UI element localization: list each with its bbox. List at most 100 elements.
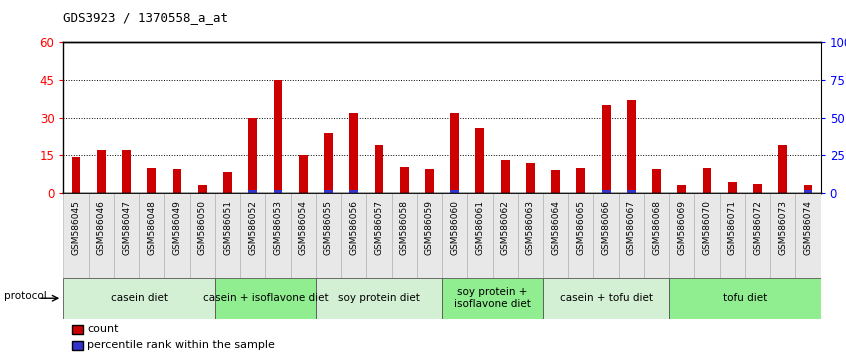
Bar	[173, 169, 181, 193]
Text: GSM586045: GSM586045	[72, 200, 80, 255]
Text: GSM586053: GSM586053	[273, 200, 283, 255]
Bar	[501, 160, 509, 193]
Text: GSM586062: GSM586062	[501, 200, 509, 255]
Text: GSM586069: GSM586069	[678, 200, 686, 255]
FancyBboxPatch shape	[63, 278, 215, 319]
Bar	[97, 150, 106, 193]
Text: GSM586066: GSM586066	[602, 200, 611, 255]
FancyBboxPatch shape	[442, 193, 467, 278]
Bar	[728, 182, 737, 193]
Text: GSM586065: GSM586065	[576, 200, 585, 255]
Text: GSM586059: GSM586059	[425, 200, 434, 255]
FancyBboxPatch shape	[417, 193, 442, 278]
FancyBboxPatch shape	[215, 193, 240, 278]
Text: GSM586057: GSM586057	[375, 200, 383, 255]
FancyBboxPatch shape	[669, 278, 821, 319]
Bar	[576, 168, 585, 193]
Bar	[324, 190, 332, 193]
Bar	[552, 170, 560, 193]
Bar	[703, 168, 711, 193]
Bar	[450, 113, 459, 193]
FancyBboxPatch shape	[316, 278, 442, 319]
Bar	[400, 167, 409, 193]
Bar	[324, 133, 332, 193]
Bar	[349, 190, 358, 193]
Bar	[273, 190, 283, 193]
Text: GSM586051: GSM586051	[223, 200, 232, 255]
FancyBboxPatch shape	[139, 193, 164, 278]
Text: GSM586064: GSM586064	[551, 200, 560, 255]
FancyBboxPatch shape	[316, 193, 341, 278]
FancyBboxPatch shape	[266, 193, 290, 278]
Text: GSM586054: GSM586054	[299, 200, 308, 255]
Bar	[804, 185, 812, 193]
FancyBboxPatch shape	[518, 193, 543, 278]
FancyBboxPatch shape	[795, 193, 821, 278]
Text: GDS3923 / 1370558_a_at: GDS3923 / 1370558_a_at	[63, 11, 228, 24]
Bar	[627, 190, 635, 193]
Text: GSM586072: GSM586072	[753, 200, 762, 255]
Text: GSM586052: GSM586052	[248, 200, 257, 255]
FancyBboxPatch shape	[366, 193, 392, 278]
Bar	[273, 80, 283, 193]
Text: GSM586067: GSM586067	[627, 200, 636, 255]
Bar	[375, 145, 383, 193]
Text: GSM586068: GSM586068	[652, 200, 661, 255]
FancyBboxPatch shape	[114, 193, 139, 278]
Bar	[349, 113, 358, 193]
Bar	[602, 190, 611, 193]
FancyBboxPatch shape	[695, 193, 720, 278]
Bar	[678, 185, 686, 193]
Bar	[122, 150, 131, 193]
Text: GSM586074: GSM586074	[804, 200, 812, 255]
Text: GSM586046: GSM586046	[96, 200, 106, 255]
Bar	[72, 156, 80, 193]
Text: tofu diet: tofu diet	[722, 293, 767, 303]
Bar	[526, 163, 535, 193]
FancyBboxPatch shape	[593, 193, 618, 278]
Text: percentile rank within the sample: percentile rank within the sample	[87, 340, 275, 350]
FancyBboxPatch shape	[190, 193, 215, 278]
Bar	[627, 100, 635, 193]
Text: GSM586061: GSM586061	[475, 200, 485, 255]
FancyBboxPatch shape	[290, 193, 316, 278]
Bar	[147, 168, 157, 193]
FancyBboxPatch shape	[89, 193, 114, 278]
FancyBboxPatch shape	[467, 193, 492, 278]
Bar	[198, 185, 206, 193]
Text: soy protein diet: soy protein diet	[338, 293, 420, 303]
FancyBboxPatch shape	[618, 193, 644, 278]
Text: GSM586056: GSM586056	[349, 200, 358, 255]
Bar	[602, 105, 611, 193]
Text: GSM586048: GSM586048	[147, 200, 157, 255]
Text: count: count	[87, 324, 118, 334]
Text: GSM586063: GSM586063	[526, 200, 535, 255]
FancyBboxPatch shape	[720, 193, 744, 278]
Bar	[475, 128, 484, 193]
FancyBboxPatch shape	[492, 193, 518, 278]
Bar	[299, 155, 308, 193]
FancyBboxPatch shape	[341, 193, 366, 278]
FancyBboxPatch shape	[669, 193, 695, 278]
Bar	[804, 190, 812, 193]
FancyBboxPatch shape	[770, 193, 795, 278]
FancyBboxPatch shape	[240, 193, 266, 278]
Text: protocol: protocol	[4, 291, 47, 301]
FancyBboxPatch shape	[744, 193, 770, 278]
Bar	[425, 169, 434, 193]
Bar	[249, 118, 257, 193]
Bar	[753, 184, 762, 193]
FancyBboxPatch shape	[543, 278, 669, 319]
Text: GSM586073: GSM586073	[778, 200, 788, 255]
Text: GSM586055: GSM586055	[324, 200, 333, 255]
Text: GSM586047: GSM586047	[122, 200, 131, 255]
FancyBboxPatch shape	[569, 193, 593, 278]
Text: casein + isoflavone diet: casein + isoflavone diet	[202, 293, 328, 303]
Bar	[249, 190, 257, 193]
FancyBboxPatch shape	[442, 278, 543, 319]
FancyBboxPatch shape	[644, 193, 669, 278]
Text: GSM586058: GSM586058	[399, 200, 409, 255]
Text: GSM586049: GSM586049	[173, 200, 182, 255]
FancyBboxPatch shape	[543, 193, 569, 278]
FancyBboxPatch shape	[392, 193, 417, 278]
